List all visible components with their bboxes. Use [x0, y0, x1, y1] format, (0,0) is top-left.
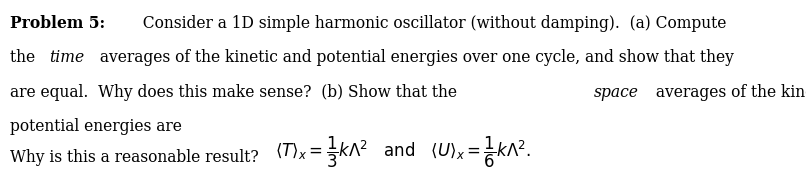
Text: space: space — [593, 84, 638, 101]
Text: Why is this a reasonable result?: Why is this a reasonable result? — [10, 149, 260, 166]
Text: potential energies are: potential energies are — [10, 118, 182, 135]
Text: averages of the kinetic and potential energies over one cycle, and show that the: averages of the kinetic and potential en… — [94, 49, 733, 66]
Text: Problem 5:: Problem 5: — [10, 15, 106, 32]
Text: the: the — [10, 49, 40, 66]
Text: are equal.  Why does this make sense?  (b) Show that the: are equal. Why does this make sense? (b)… — [10, 84, 463, 101]
Text: averages of the kinetic and: averages of the kinetic and — [651, 84, 806, 101]
Text: Consider a 1D simple harmonic oscillator (without damping).  (a) Compute: Consider a 1D simple harmonic oscillator… — [133, 15, 726, 32]
Text: $\langle T\rangle_x = \dfrac{1}{3}k\Lambda^2$   and   $\langle U\rangle_x = \dfr: $\langle T\rangle_x = \dfrac{1}{3}k\Lamb… — [275, 135, 531, 170]
Text: time: time — [49, 49, 85, 66]
